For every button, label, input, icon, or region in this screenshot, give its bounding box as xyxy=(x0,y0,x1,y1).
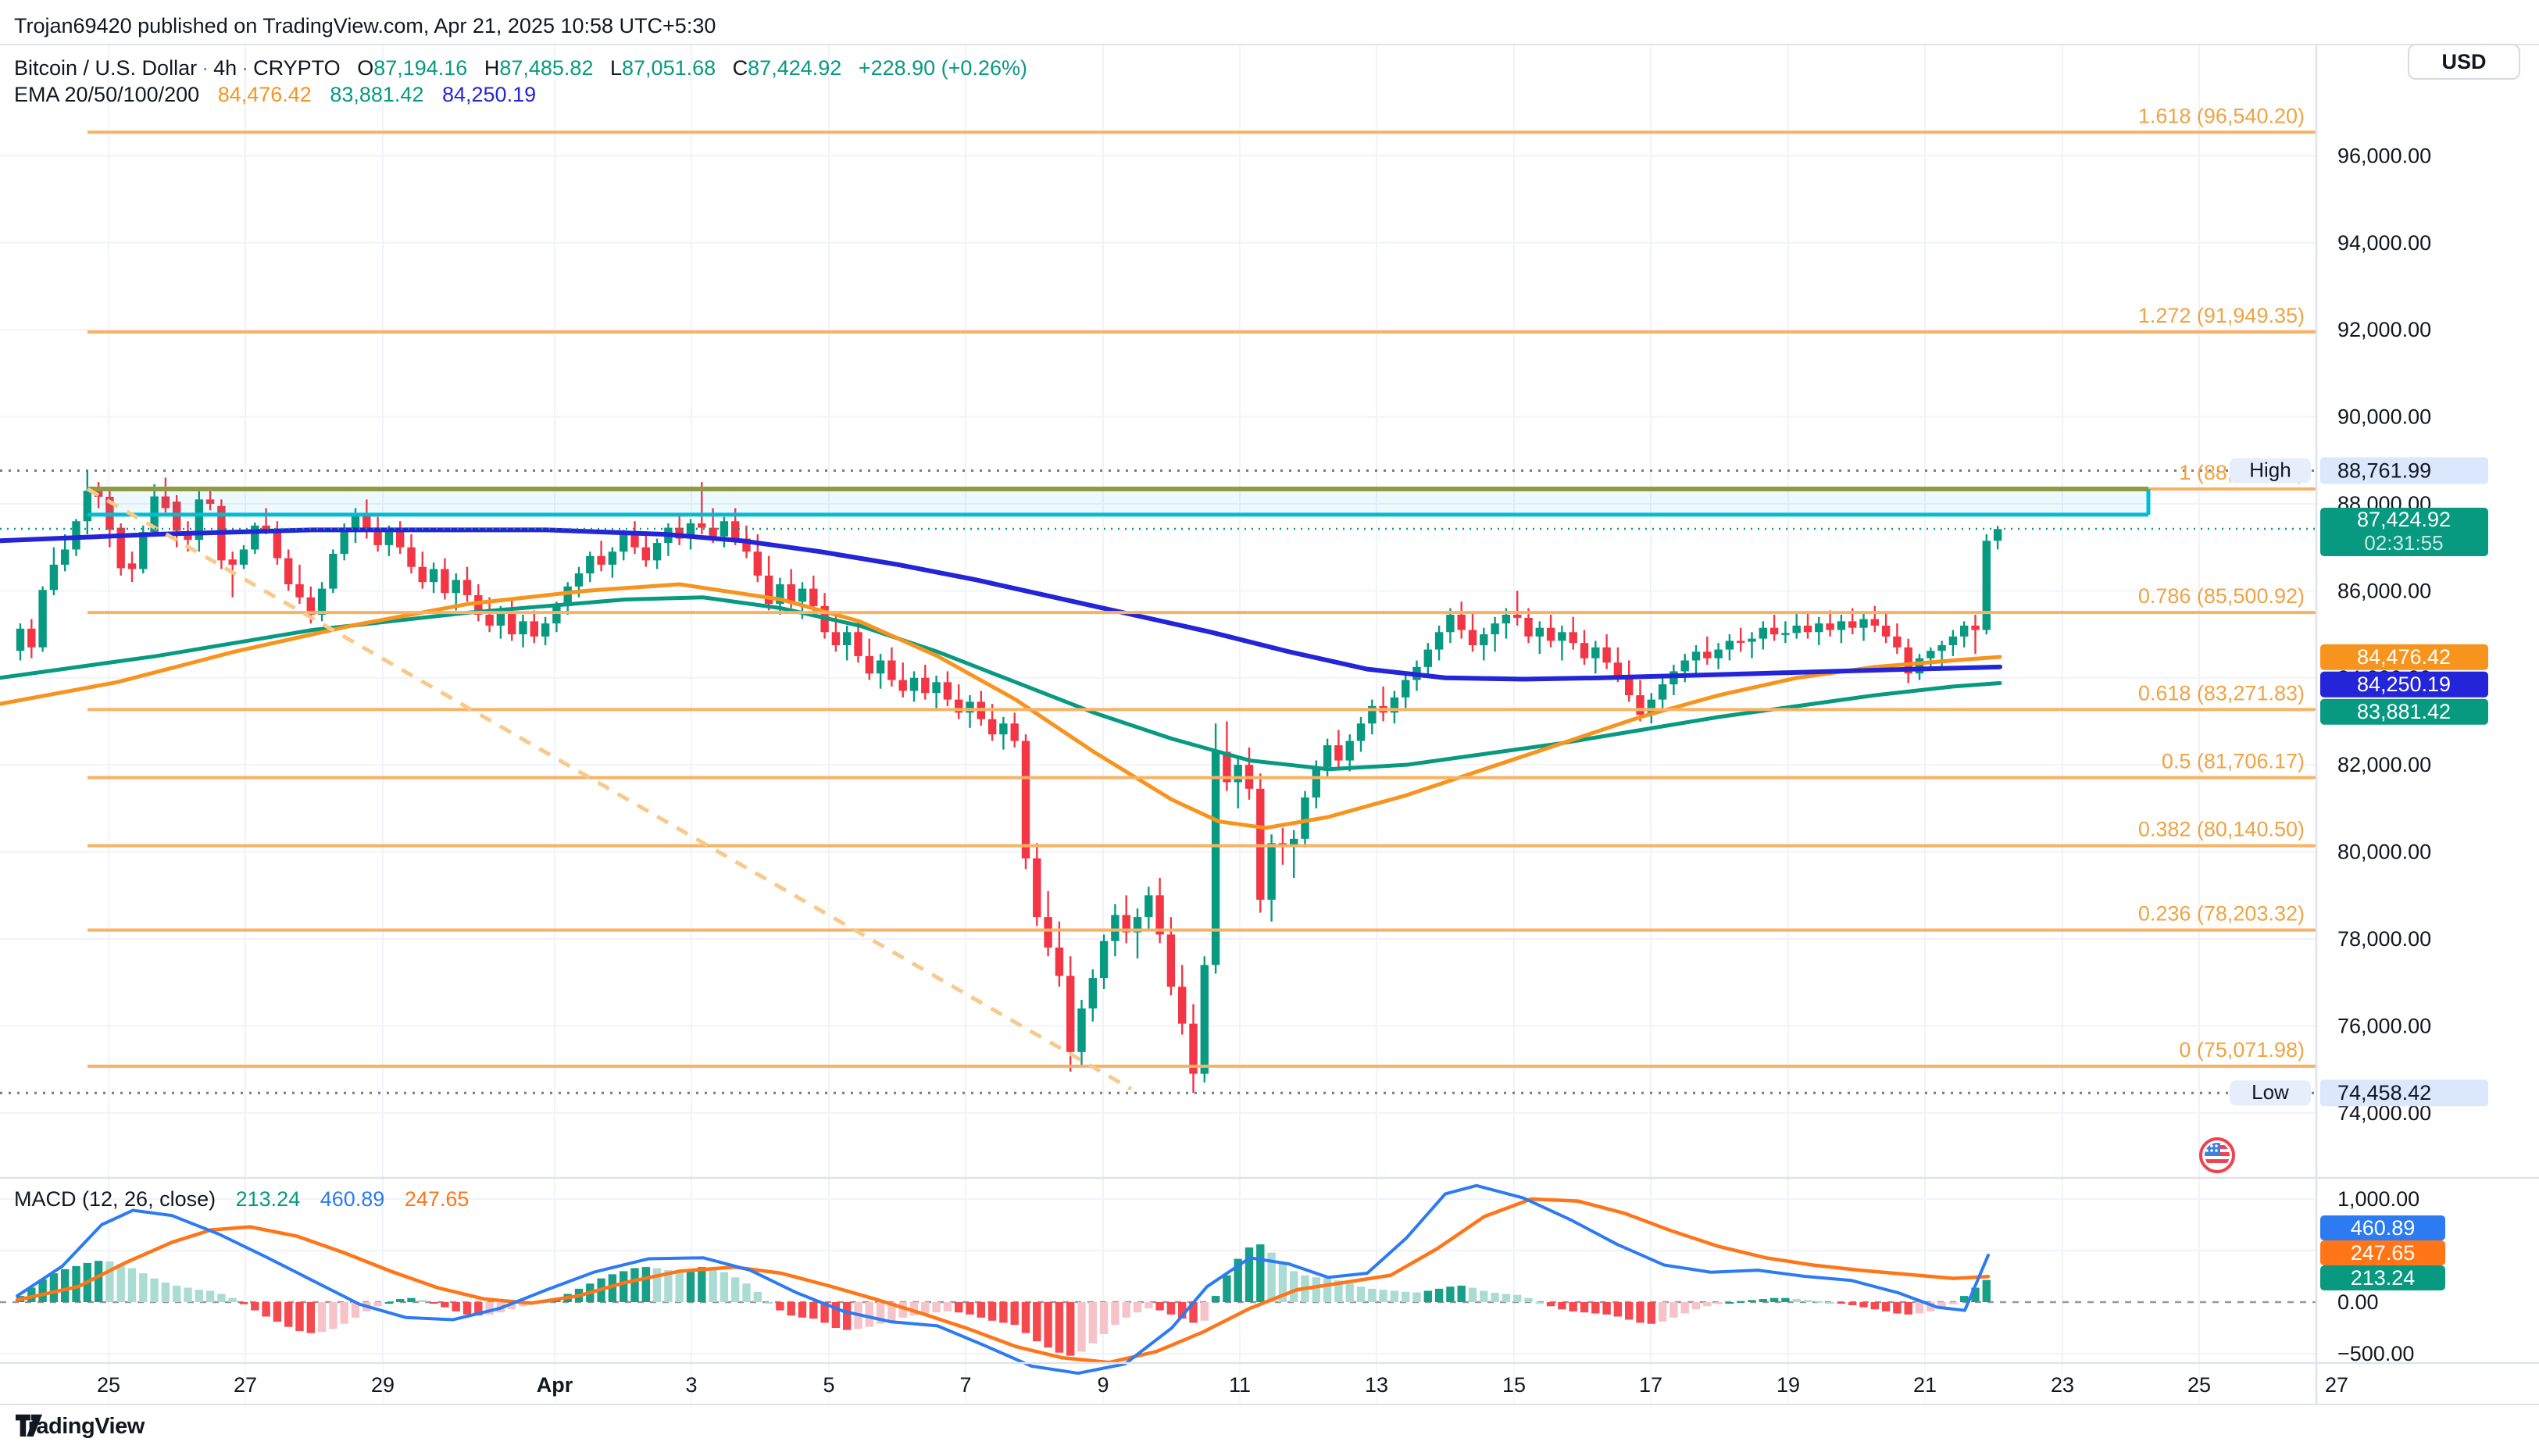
svg-text:1,000.00: 1,000.00 xyxy=(2337,1187,2419,1211)
separator-dot: · xyxy=(202,56,209,80)
change-value: +228.90 (+0.26%) xyxy=(858,56,1027,80)
svg-text:82,000.00: 82,000.00 xyxy=(2337,753,2431,776)
trendline-dashed[interactable] xyxy=(86,487,1133,1091)
macd-legend-title: MACD (12, 26, close) xyxy=(14,1187,216,1211)
ema20-value: 84,476.42 xyxy=(217,83,312,106)
svg-text:213.24: 213.24 xyxy=(2351,1266,2416,1290)
attribution-text: Trojan69420 published on TradingView.com… xyxy=(14,14,716,37)
grid-lines xyxy=(0,45,2316,1404)
macd-legend[interactable]: MACD (12, 26, close) 213.24 460.89 247.6… xyxy=(14,1187,469,1212)
svg-text:84,250.19: 84,250.19 xyxy=(2357,673,2451,696)
svg-text:0.786 (85,500.92): 0.786 (85,500.92) xyxy=(2138,584,2305,608)
svg-text:15: 15 xyxy=(1502,1373,1526,1397)
svg-text:−500.00: −500.00 xyxy=(2337,1342,2414,1365)
symbol-legend[interactable]: Bitcoin / U.S. Dollar · 4h · CRYPTO O87,194.… xyxy=(14,56,1027,80)
svg-text:25: 25 xyxy=(97,1373,120,1397)
symbol-title: Bitcoin / U.S. Dollar xyxy=(14,56,198,80)
ema200-value: 84,250.19 xyxy=(441,83,537,106)
macd-hist-value: 213.24 xyxy=(235,1187,301,1211)
svg-text:0.5 (81,706.17): 0.5 (81,706.17) xyxy=(2162,750,2305,773)
macd-main-line xyxy=(16,1183,1990,1376)
svg-text:29: 29 xyxy=(371,1373,395,1397)
close-label: C xyxy=(732,56,748,80)
svg-text:0.00: 0.00 xyxy=(2337,1290,2379,1314)
svg-text:19: 19 xyxy=(1777,1373,1800,1397)
low-label: L xyxy=(609,56,623,80)
svg-text:84,476.42: 84,476.42 xyxy=(2357,645,2451,669)
tradingview-logo[interactable]: TradingView xyxy=(16,1414,145,1440)
svg-text:87,424.92: 87,424.92 xyxy=(2357,508,2451,531)
svg-text:25: 25 xyxy=(2187,1373,2211,1397)
svg-text:92,000.00: 92,000.00 xyxy=(2337,318,2431,341)
ema-orange xyxy=(0,582,2002,830)
open-label: O xyxy=(357,56,374,80)
svg-text:460.89: 460.89 xyxy=(2351,1216,2416,1240)
usa-flag-icon xyxy=(2199,1137,2235,1173)
svg-text:13: 13 xyxy=(1365,1373,1388,1397)
svg-text:1.272 (91,949.35): 1.272 (91,949.35) xyxy=(2138,304,2305,327)
separator-dot: · xyxy=(241,56,249,80)
candlestick-series xyxy=(16,470,2002,1094)
svg-text:11: 11 xyxy=(1229,1373,1251,1397)
svg-text:80,000.00: 80,000.00 xyxy=(2337,840,2431,864)
ema100-value: 83,881.42 xyxy=(330,83,424,106)
symbol-market: CRYPTO xyxy=(253,56,341,80)
ema-blue xyxy=(0,527,2002,682)
svg-text:5: 5 xyxy=(823,1373,834,1397)
pane-frame xyxy=(0,44,2539,1405)
macd-line-value: 460.89 xyxy=(320,1187,385,1211)
svg-text:76,000.00: 76,000.00 xyxy=(2337,1014,2431,1037)
svg-text:3: 3 xyxy=(685,1373,697,1397)
macd-pane xyxy=(0,1183,2316,1376)
svg-text:7: 7 xyxy=(959,1373,971,1397)
svg-text:90,000.00: 90,000.00 xyxy=(2337,405,2431,429)
svg-text:74,458.42: 74,458.42 xyxy=(2337,1081,2431,1104)
svg-text:02:31:55: 02:31:55 xyxy=(2364,531,2443,555)
ema-teal xyxy=(0,595,2002,772)
svg-text:247.65: 247.65 xyxy=(2351,1241,2416,1265)
svg-text:27: 27 xyxy=(2325,1373,2348,1397)
ema-lines xyxy=(0,527,2002,830)
macd-signal-value: 247.65 xyxy=(404,1187,470,1211)
svg-text:88,761.99: 88,761.99 xyxy=(2337,459,2431,483)
ema-axis-badges: 84,476.42 84,250.19 83,881.42 xyxy=(2320,644,2488,725)
svg-text:1.618 (96,540.20): 1.618 (96,540.20) xyxy=(2138,104,2305,127)
time-axis[interactable]: 25 27 29 Apr 3 5 7 9 11 13 15 17 19 21 23 25 27 xyxy=(97,1373,2348,1397)
high-marker: 88,761.99 High 74,458.42 Low xyxy=(2230,457,2488,1107)
svg-text:96,000.00: 96,000.00 xyxy=(2337,144,2431,167)
macd-signal-line xyxy=(15,1197,1991,1365)
svg-text:21: 21 xyxy=(1913,1373,1937,1397)
low-value: 87,051.68 xyxy=(622,56,716,80)
supply-zone[interactable] xyxy=(87,487,2151,517)
svg-text:27: 27 xyxy=(234,1373,257,1397)
symbol-interval: 4h xyxy=(213,56,237,80)
svg-text:9: 9 xyxy=(1097,1373,1109,1397)
high-value: 87,485.82 xyxy=(499,56,594,80)
ema-legend[interactable]: EMA 20/50/100/200 84,476.42 83,881.42 84… xyxy=(14,83,536,107)
svg-text:83,881.42: 83,881.42 xyxy=(2357,700,2451,723)
svg-text:0 (75,071.98): 0 (75,071.98) xyxy=(2179,1038,2305,1062)
svg-text:86,000.00: 86,000.00 xyxy=(2337,579,2431,602)
svg-text:78,000.00: 78,000.00 xyxy=(2337,927,2431,951)
high-label: H xyxy=(484,56,500,80)
svg-text:Apr: Apr xyxy=(537,1373,573,1397)
svg-text:0.236 (78,203.32): 0.236 (78,203.32) xyxy=(2138,902,2305,926)
tradingview-logo-icon xyxy=(16,1414,42,1437)
svg-text:23: 23 xyxy=(2051,1373,2074,1397)
svg-text:17: 17 xyxy=(1639,1373,1662,1397)
ema-legend-title: EMA 20/50/100/200 xyxy=(14,83,200,106)
open-value: 87,194.16 xyxy=(373,56,468,80)
currency-toggle-button[interactable]: USD xyxy=(2408,44,2520,80)
close-value: 87,424.92 xyxy=(748,56,842,80)
svg-text:Low: Low xyxy=(2252,1080,2289,1104)
svg-text:0.618 (83,271.83): 0.618 (83,271.83) xyxy=(2138,681,2305,705)
svg-text:94,000.00: 94,000.00 xyxy=(2337,231,2431,255)
svg-text:High: High xyxy=(2249,459,2291,482)
svg-text:0.382 (80,140.50): 0.382 (80,140.50) xyxy=(2138,818,2305,841)
